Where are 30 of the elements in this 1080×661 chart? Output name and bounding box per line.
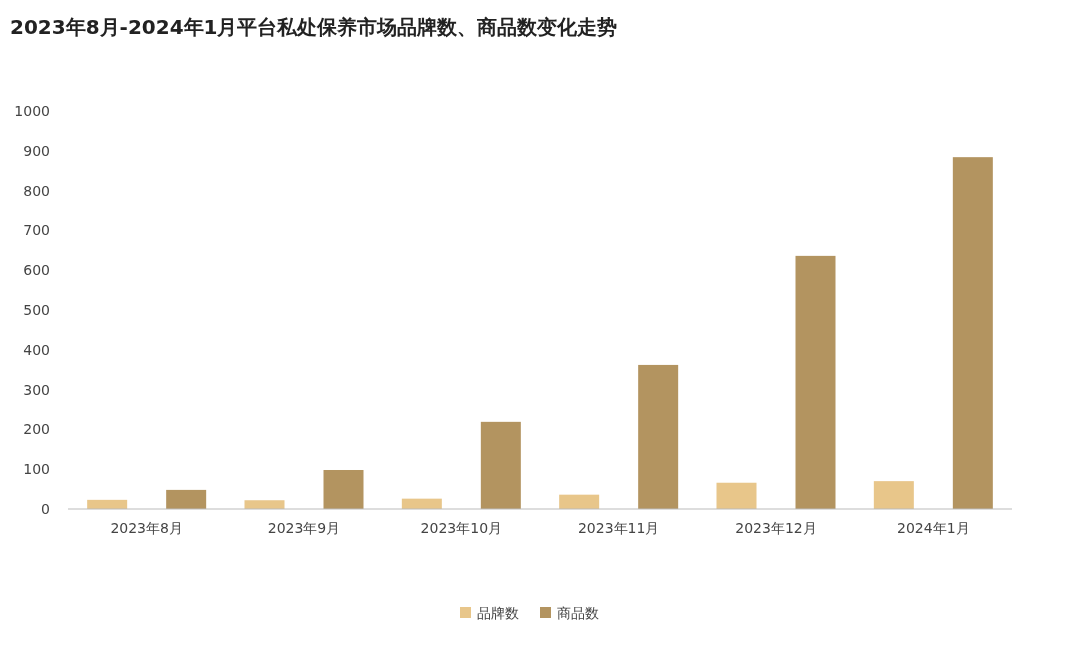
bar	[166, 489, 207, 509]
y-tick-label: 100	[23, 461, 50, 478]
x-tick-label: 2023年9月	[267, 520, 341, 536]
x-tick-label: 2023年11月	[577, 520, 660, 536]
bar	[480, 421, 521, 509]
y-tick-label: 500	[23, 301, 50, 318]
y-tick-label: 700	[23, 222, 50, 239]
legend-label: 品牌数	[477, 604, 519, 621]
y-tick-label: 300	[23, 381, 50, 398]
x-tick-label: 2024年1月	[897, 520, 970, 536]
x-tick-label: 2023年10月	[420, 520, 503, 536]
x-tick-label: 2023年8月	[110, 520, 183, 536]
y-tick-label: 200	[23, 421, 50, 438]
bar	[638, 364, 679, 509]
x-tick-label: 2023年12月	[735, 520, 817, 536]
y-tick-label: 400	[23, 341, 50, 358]
bar	[716, 482, 757, 509]
y-tick-label: 600	[23, 262, 50, 279]
bar	[559, 494, 600, 509]
bar	[795, 255, 836, 509]
chart-title: 2023年8月-2024年1月平台私处保养市场品牌数、商品数变化走势	[10, 15, 618, 39]
bar	[323, 470, 364, 509]
bar	[952, 157, 993, 509]
bar	[244, 500, 285, 509]
bar	[873, 481, 914, 509]
y-tick-label: 900	[23, 142, 50, 159]
y-tick-label: 0	[41, 500, 50, 517]
legend-label: 商品数	[557, 604, 599, 621]
y-tick-label: 1000	[14, 102, 50, 119]
y-tick-label: 800	[23, 182, 50, 199]
